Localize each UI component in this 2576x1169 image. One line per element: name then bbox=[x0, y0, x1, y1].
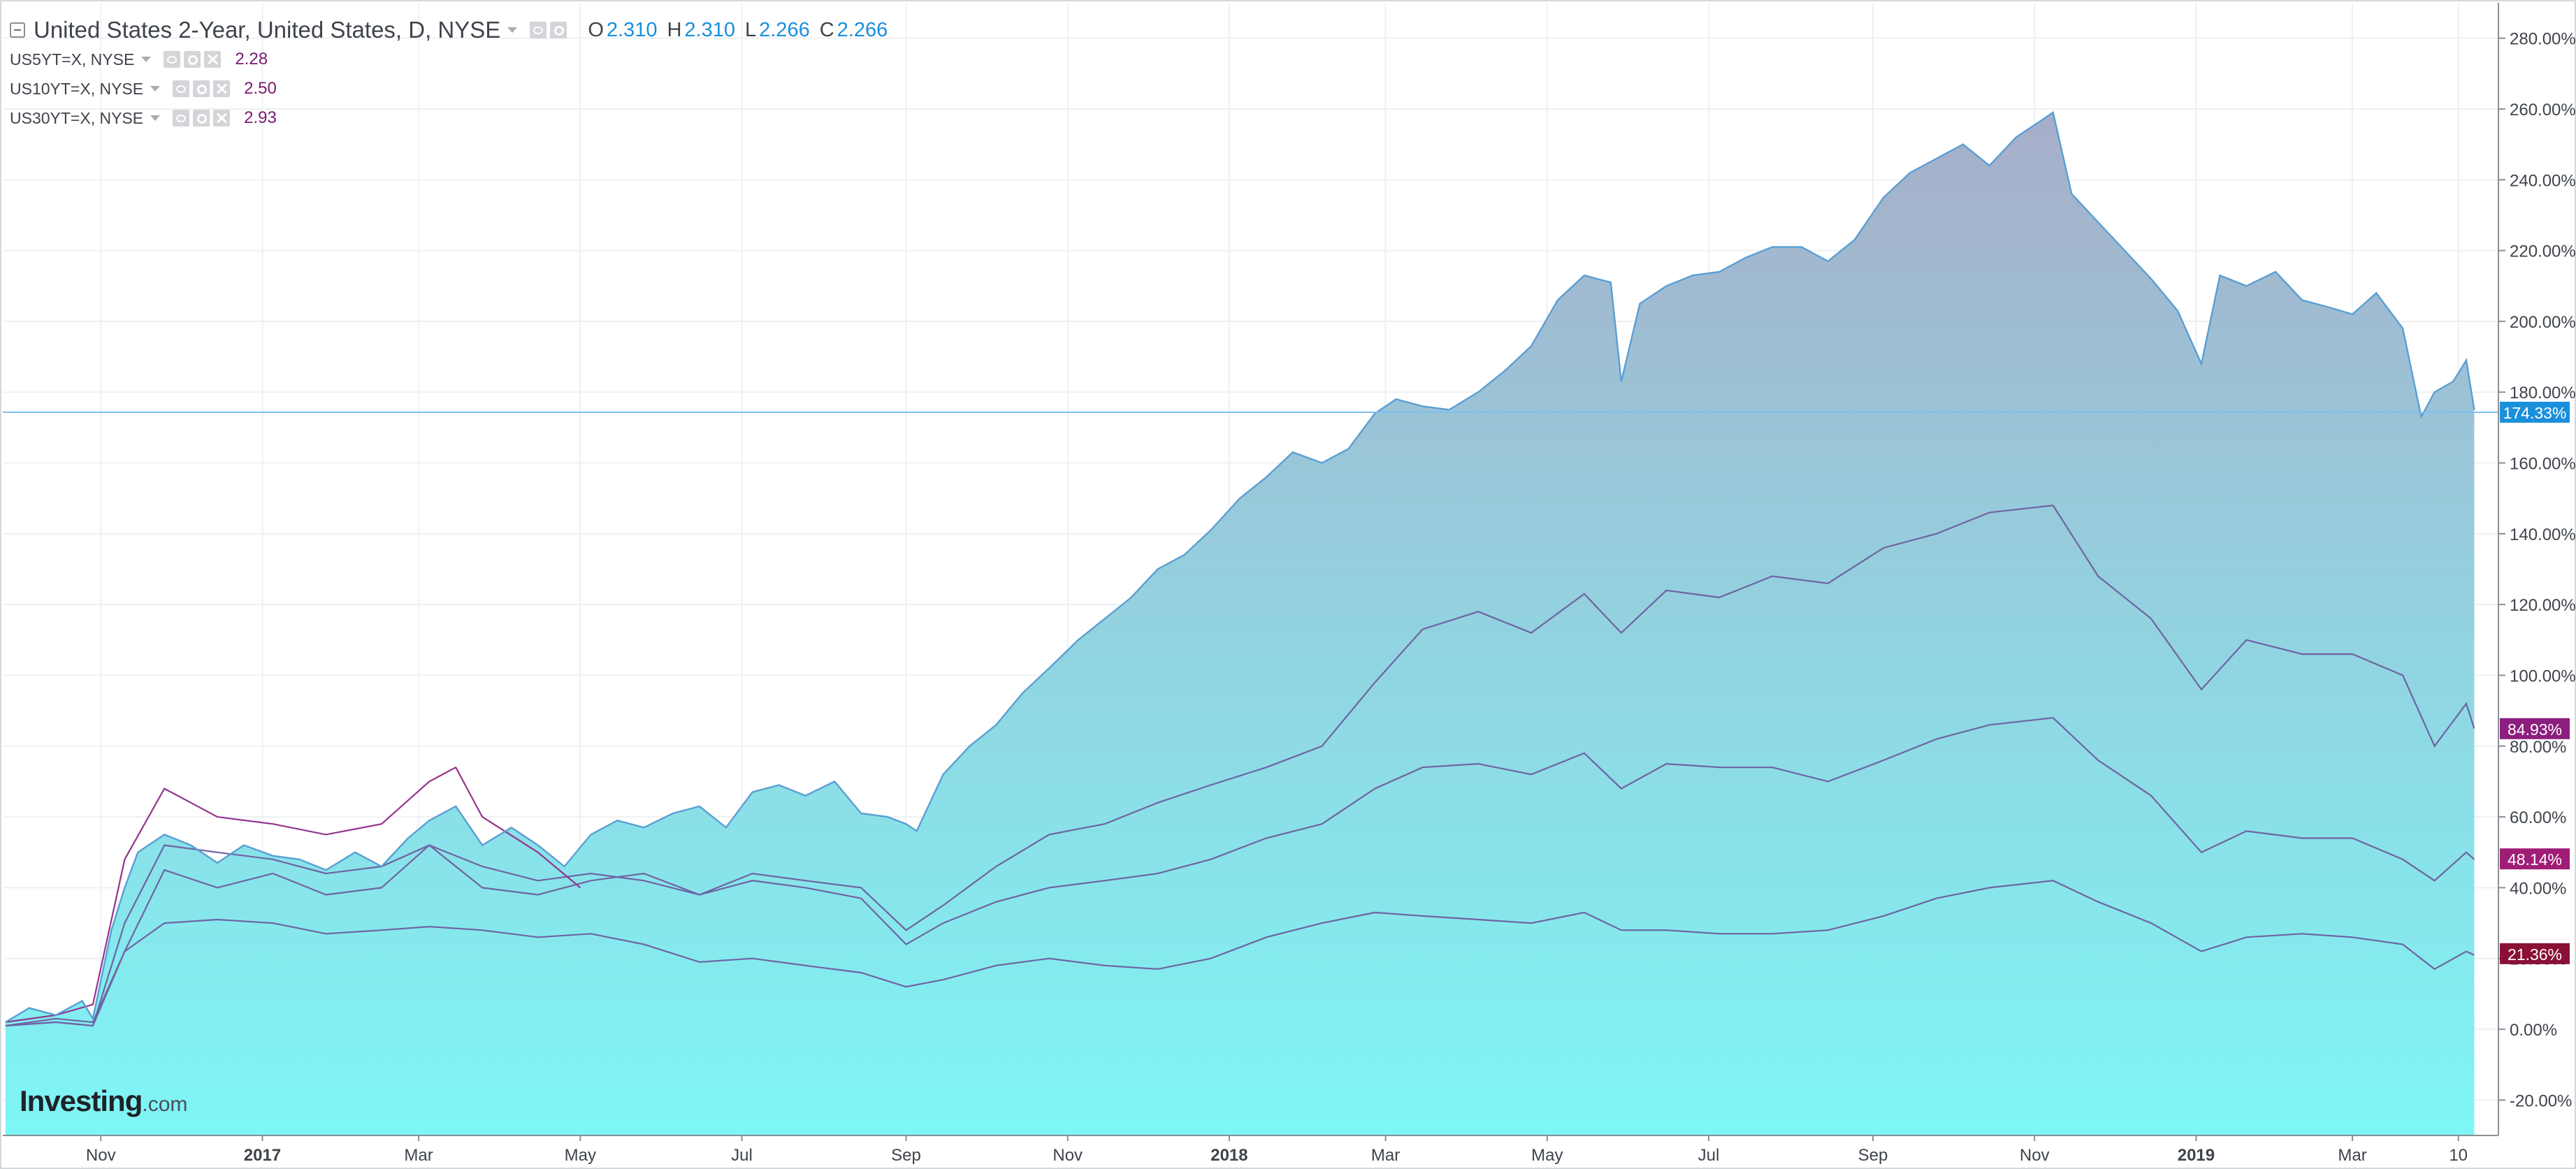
x-tick-label: 10 bbox=[2449, 1146, 2468, 1165]
x-tick-label: Mar bbox=[404, 1146, 433, 1165]
y-tick-label: 0.00% bbox=[2510, 1021, 2557, 1040]
visibility-icon[interactable] bbox=[164, 51, 181, 68]
y-tick-label: -20.00% bbox=[2510, 1091, 2572, 1110]
y-tick-label: 40.00% bbox=[2510, 879, 2566, 898]
compare-line bbox=[5, 880, 2475, 1027]
value-badge-label: 174.33% bbox=[2503, 404, 2567, 422]
y-tick-label: 140.00% bbox=[2510, 525, 2576, 544]
y-tick-label: 100.00% bbox=[2510, 667, 2576, 685]
y-tick-label: 120.00% bbox=[2510, 596, 2576, 615]
logo-brand: Investing bbox=[20, 1084, 143, 1117]
value-badge-label: 48.14% bbox=[2508, 850, 2562, 869]
close-icon[interactable] bbox=[213, 80, 231, 97]
high-label: H bbox=[667, 18, 682, 41]
series-controls bbox=[173, 80, 231, 97]
visibility-icon[interactable] bbox=[530, 22, 547, 38]
axes: -20.00%0.00%20.00%40.00%60.00%80.00%100.… bbox=[3, 3, 2576, 1165]
value-badges: 174.33% 84.93% 48.14% 21.36% bbox=[2500, 401, 2570, 964]
x-tick-label: May bbox=[565, 1146, 596, 1165]
value-badge bbox=[2500, 401, 2570, 423]
x-tick-label: 2019 bbox=[2178, 1146, 2215, 1165]
visibility-icon[interactable] bbox=[173, 110, 190, 126]
x-tick-label: Mar bbox=[1371, 1146, 1400, 1165]
compare-line-early bbox=[5, 766, 581, 1023]
collapse-legend-icon[interactable] bbox=[10, 22, 25, 38]
compare-line bbox=[5, 504, 2475, 1027]
x-tick-label: Mar bbox=[2338, 1146, 2366, 1165]
y-tick-label: 240.00% bbox=[2510, 171, 2576, 190]
x-tick-label: May bbox=[1531, 1146, 1563, 1165]
y-tick-label: 260.00% bbox=[2510, 101, 2576, 119]
x-tick-label: Jul bbox=[1698, 1146, 1720, 1165]
area-fill-us2y bbox=[5, 112, 2475, 1135]
series-value: 2.93 bbox=[244, 108, 277, 127]
y-tick-label: 180.00% bbox=[2510, 384, 2576, 402]
open-value: 2.310 bbox=[606, 18, 658, 41]
x-tick-label: 2018 bbox=[1210, 1146, 1247, 1165]
legend-row-us10y[interactable]: US10YT=X, NYSE 2.50 bbox=[10, 74, 888, 103]
investing-logo: Investing.com bbox=[20, 1084, 187, 1118]
series-layer bbox=[3, 111, 2498, 1135]
compare-line bbox=[5, 717, 2475, 1027]
y-tick-label: 80.00% bbox=[2510, 738, 2566, 757]
value-badge bbox=[2500, 718, 2570, 739]
y-tick-label: 60.00% bbox=[2510, 808, 2566, 827]
series-title[interactable]: US5YT=X, NYSE bbox=[10, 50, 135, 68]
close-label: C bbox=[819, 18, 834, 41]
value-badge bbox=[2500, 943, 2570, 964]
visibility-icon[interactable] bbox=[173, 80, 190, 97]
series-title[interactable]: US10YT=X, NYSE bbox=[10, 79, 144, 98]
area-line-us2y bbox=[5, 111, 2475, 1023]
x-tick-label: Jul bbox=[731, 1146, 753, 1165]
chevron-down-icon[interactable] bbox=[141, 57, 152, 62]
logo-suffix: .com bbox=[142, 1093, 188, 1116]
chevron-down-icon[interactable] bbox=[150, 86, 161, 92]
value-badge-label: 84.93% bbox=[2508, 720, 2562, 739]
y-tick-label: 200.00% bbox=[2510, 313, 2576, 332]
gear-icon[interactable] bbox=[193, 80, 210, 97]
x-tick-label: Sep bbox=[1858, 1146, 1888, 1165]
series-value: 2.50 bbox=[244, 79, 277, 98]
series-controls bbox=[173, 110, 231, 126]
chevron-down-icon[interactable] bbox=[507, 27, 518, 33]
legend: United States 2-Year, United States, D, … bbox=[10, 15, 888, 133]
x-tick-label: Nov bbox=[86, 1146, 116, 1165]
x-tick-label: Nov bbox=[2020, 1146, 2050, 1165]
x-tick-label: Sep bbox=[891, 1146, 921, 1165]
series-controls bbox=[164, 51, 222, 68]
low-value: 2.266 bbox=[759, 18, 810, 41]
y-tick-label: 220.00% bbox=[2510, 242, 2576, 261]
gear-icon[interactable] bbox=[184, 51, 201, 68]
chevron-down-icon[interactable] bbox=[150, 115, 161, 121]
close-icon[interactable] bbox=[213, 110, 231, 126]
series-title[interactable]: US30YT=X, NYSE bbox=[10, 108, 144, 127]
y-tick-label: 160.00% bbox=[2510, 455, 2576, 474]
series-value: 2.28 bbox=[235, 50, 268, 68]
legend-row-us5y[interactable]: US5YT=X, NYSE 2.28 bbox=[10, 45, 888, 74]
main-series-controls bbox=[530, 22, 567, 38]
low-label: L bbox=[744, 18, 757, 41]
x-tick-label: 2017 bbox=[244, 1146, 281, 1165]
value-badge bbox=[2500, 848, 2570, 870]
main-series-legend[interactable]: United States 2-Year, United States, D, … bbox=[10, 15, 888, 45]
x-tick-label: Nov bbox=[1052, 1146, 1083, 1165]
legend-row-us30y[interactable]: US30YT=X, NYSE 2.93 bbox=[10, 103, 888, 133]
high-value: 2.310 bbox=[684, 18, 735, 41]
y-tick-label: 280.00% bbox=[2510, 30, 2576, 49]
main-series-title[interactable]: United States 2-Year, United States, D, … bbox=[34, 17, 501, 43]
close-value: 2.266 bbox=[837, 18, 888, 41]
close-icon[interactable] bbox=[204, 51, 222, 68]
gear-icon[interactable] bbox=[550, 22, 567, 38]
open-label: O bbox=[588, 18, 604, 41]
value-badge-label: 21.36% bbox=[2508, 945, 2562, 964]
gear-icon[interactable] bbox=[193, 110, 210, 126]
